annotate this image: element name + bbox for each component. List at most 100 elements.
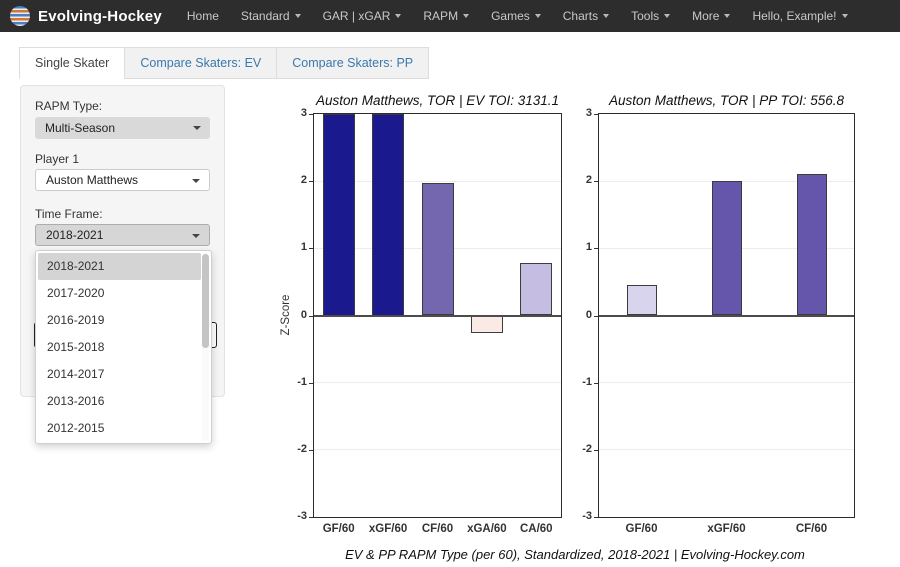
chart-caption: EV & PP RAPM Type (per 60), Standardized…: [345, 547, 805, 562]
plot-area: [598, 113, 855, 518]
time-frame-option-2015-2018[interactable]: 2015-2018: [47, 340, 105, 354]
chevron-down-icon: [193, 126, 201, 130]
tab-bar: Single Skater Compare Skaters: EV Compare …: [19, 47, 430, 79]
nav-item-rapm[interactable]: RAPM: [412, 0, 480, 32]
y-tick-label: -1: [297, 375, 307, 388]
y-tick-mark: [309, 248, 313, 250]
rapm-type-select[interactable]: Multi-Season: [35, 117, 210, 139]
zero-line: [599, 314, 854, 317]
time-frame-option-2012-2015[interactable]: 2012-2015: [47, 421, 105, 435]
top-navbar: Evolving-Hockey Home Standard GAR | xGAR RA…: [0, 0, 900, 32]
pp-rapm-chart: Auston Matthews, TOR | PP TOI: 556.8 3 2 1 0…: [575, 90, 875, 545]
tab-single-skater[interactable]: Single Skater: [19, 47, 126, 79]
y-tick-label: 0: [585, 308, 592, 321]
gridline: [599, 449, 854, 451]
chevron-down-icon: [603, 14, 610, 18]
y-tick-label: 2: [300, 174, 307, 187]
bar-cf-60: [796, 174, 827, 316]
tab-compare-skaters-pp[interactable]: Compare Skaters: PP: [276, 47, 430, 79]
y-tick-mark: [594, 315, 598, 317]
time-frame-option-2018-2021[interactable]: 2018-2021: [38, 253, 201, 280]
player1-combobox[interactable]: Auston Matthews: [35, 169, 210, 191]
brand-name: Evolving-Hockey: [38, 7, 162, 25]
y-tick-mark: [594, 382, 598, 384]
time-frame-select[interactable]: 2018-2021: [35, 224, 210, 246]
x-tick-label-gf-60: GF/60: [625, 523, 658, 535]
nav-item-gar-xgar[interactable]: GAR | xGAR: [312, 0, 413, 32]
zero-line: [314, 314, 561, 317]
y-tick-label: -2: [582, 442, 592, 455]
nav-item-home[interactable]: Home: [186, 9, 219, 23]
x-tick-label-gf-60: GF/60: [322, 523, 355, 535]
y-tick-label: 1: [585, 241, 592, 254]
x-tick-label-xgf-60: xGF/60: [707, 523, 746, 535]
x-tick-label-xgf-60: xGF/60: [368, 523, 408, 535]
bar-cf-60: [421, 183, 454, 316]
chevron-down-icon: [724, 14, 731, 18]
y-tick-label: 1: [300, 241, 307, 254]
time-frame-value: 2018-2021: [46, 228, 104, 242]
time-frame-option-2016-2019[interactable]: 2016-2019: [47, 313, 105, 327]
bar-xgf-60: [711, 181, 742, 316]
rapm-type-label: RAPM Type:: [35, 99, 103, 113]
time-frame-option-2014-2017[interactable]: 2014-2017: [47, 367, 105, 381]
y-tick-mark: [309, 315, 313, 317]
bar-xgf-60: [372, 114, 405, 316]
nav-item-more[interactable]: More: [681, 0, 741, 32]
y-tick-mark: [309, 517, 313, 518]
y-tick-mark: [594, 181, 598, 183]
y-tick-mark: [594, 449, 598, 451]
chevron-down-icon: [463, 14, 470, 18]
time-frame-label: Time Frame:: [35, 207, 103, 221]
evolving-hockey-logo-icon: [10, 6, 30, 26]
chevron-down-icon: [192, 179, 200, 183]
chevron-down-icon: [664, 14, 671, 18]
nav-item-hello-example[interactable]: Hello, Example!: [741, 0, 858, 32]
bar-xga-60: [470, 315, 503, 333]
dropdown-scrollbar-thumb[interactable]: [202, 254, 209, 348]
y-tick-label: 3: [585, 107, 592, 119]
x-tick-label-ca-60: CA/60: [519, 523, 553, 535]
nav-item-games[interactable]: Games: [480, 0, 552, 32]
player1-value: Auston Matthews: [46, 173, 139, 187]
gridline: [314, 449, 561, 451]
nav-item-tools[interactable]: Tools: [620, 0, 681, 32]
chart-title: Auston Matthews, TOR | EV TOI: 3131.1: [315, 93, 560, 108]
ev-rapm-chart: Auston Matthews, TOR | EV TOI: 3131.1 3 2 1…: [270, 90, 580, 545]
y-tick-mark: [309, 449, 313, 451]
y-tick-label: 3: [300, 107, 307, 119]
chevron-down-icon: [395, 14, 402, 18]
nav-item-standard[interactable]: Standard: [230, 0, 312, 32]
bar-gf-60: [626, 285, 657, 316]
chevron-down-icon: [294, 14, 301, 18]
chevron-down-icon: [192, 234, 200, 238]
gridline: [599, 382, 854, 384]
y-tick-label: -3: [582, 510, 592, 522]
y-tick-mark: [309, 114, 313, 115]
nav-item-charts[interactable]: Charts: [552, 0, 620, 32]
tab-compare-skaters-ev[interactable]: Compare Skaters: EV: [124, 47, 278, 79]
time-frame-option-2017-2020[interactable]: 2017-2020: [47, 286, 105, 300]
player1-label: Player 1: [35, 152, 80, 166]
y-tick-mark: [309, 382, 313, 384]
y-tick-label: -3: [297, 510, 307, 522]
gridline: [314, 180, 561, 182]
gridline: [314, 382, 561, 384]
plot-area: [313, 113, 562, 518]
navbar-menu: Home Standard GAR | xGAR RAPM Games Charts Too…: [176, 0, 859, 32]
y-tick-mark: [309, 181, 313, 183]
time-frame-option-2013-2016[interactable]: 2013-2016: [47, 394, 105, 408]
brand-link[interactable]: Evolving-Hockey: [10, 6, 162, 26]
y-tick-mark: [594, 517, 598, 518]
x-tick-label-cf-60: CF/60: [795, 523, 828, 535]
y-axis-label: Z-Score: [280, 294, 292, 335]
y-tick-mark: [594, 248, 598, 250]
bar-gf-60: [322, 114, 355, 316]
y-tick-label: 0: [300, 308, 307, 321]
x-tick-label-cf-60: CF/60: [421, 523, 454, 535]
y-tick-mark: [594, 114, 598, 115]
y-tick-label: -1: [582, 375, 592, 388]
y-tick-label: -2: [297, 442, 307, 455]
x-tick-label-xga-60: xGA/60: [467, 523, 507, 535]
